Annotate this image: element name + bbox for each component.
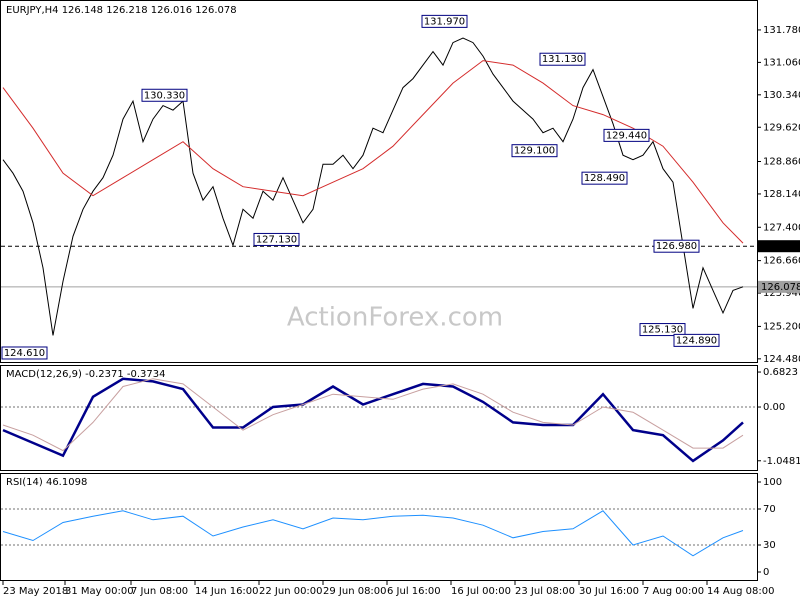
price-label-box	[581, 171, 628, 185]
y-tick-label: 128.140	[763, 189, 800, 200]
level-label-box	[758, 240, 800, 253]
price-frame	[0, 0, 758, 363]
x-tick-label: 14 Jun 16:00	[195, 586, 259, 597]
macd-frame	[0, 365, 758, 471]
level-label-box	[758, 280, 800, 293]
x-tick-label: 31 May 00:00	[65, 586, 134, 597]
panel-title: EURJPY,H4 126.148 126.218 126.016 126.07…	[6, 5, 237, 16]
price-label-box	[253, 232, 300, 246]
watermark: ActionForex.com	[287, 303, 503, 333]
panel-title: MACD(12,26,9) -0.2371 -0.3734	[6, 369, 166, 380]
series-line	[2, 510, 744, 557]
y-tick-label: 30	[763, 540, 776, 551]
rsi-frame	[0, 473, 758, 581]
x-tick-label: 30 Jul 16:00	[579, 586, 639, 597]
price-label-box	[673, 333, 720, 347]
panel-title: RSI(14) 46.1098	[6, 477, 87, 488]
y-tick-label: 127.400	[763, 222, 800, 233]
price-label: 127.130	[256, 234, 297, 245]
price-label-box	[1, 346, 48, 360]
y-tick-label: -1.0481	[763, 456, 800, 467]
y-tick-label: 126.660	[763, 256, 800, 267]
price-label: 130.330	[144, 90, 185, 101]
price-label-box	[421, 14, 468, 28]
price-label-box	[639, 323, 686, 337]
price-label: 131.130	[542, 54, 583, 65]
price-label-box	[603, 128, 650, 142]
price-label-box	[653, 239, 700, 253]
y-tick-label: 0.6823	[763, 367, 798, 378]
series-line	[2, 37, 744, 336]
y-tick-label: 125.940	[763, 288, 800, 299]
price-label: 124.890	[676, 335, 717, 346]
y-tick-label: 131.060	[763, 57, 800, 68]
series-line	[2, 377, 744, 463]
y-tick-label: 0.00	[763, 402, 785, 413]
y-tick-label: 128.860	[763, 156, 800, 167]
y-tick-label: 70	[763, 504, 776, 515]
price-label: 128.490	[584, 173, 625, 184]
x-tick-label: 7 Jun 08:00	[131, 586, 188, 597]
x-tick-label: 7 Aug 00:00	[643, 586, 704, 597]
x-tick-label: 23 Jul 08:00	[515, 586, 575, 597]
price-label: 129.100	[514, 146, 555, 157]
price-label: 129.440	[606, 130, 647, 141]
price-label: 125.130	[642, 325, 683, 336]
series-line	[2, 60, 744, 244]
price-label-box	[511, 144, 558, 158]
y-tick-label: 130.340	[763, 90, 800, 101]
x-tick-label: 14 Aug 08:00	[707, 586, 774, 597]
price-label: 124.610	[4, 348, 45, 359]
x-tick-label: 16 Jul 00:00	[451, 586, 511, 597]
y-tick-label: 100	[763, 477, 782, 488]
x-tick-label: 22 Jun 00:00	[259, 586, 323, 597]
price-label: 126.980	[656, 241, 697, 252]
x-tick-label: 29 Jun 08:00	[323, 586, 387, 597]
x-tick-label: 23 May 2018	[3, 586, 68, 597]
y-tick-label: 125.200	[763, 321, 800, 332]
price-label: 131.970	[424, 16, 465, 27]
level-label: 126.078	[761, 282, 800, 293]
level-label: 126.980	[761, 241, 800, 252]
y-tick-label: 131.780	[763, 25, 800, 36]
y-tick-label: 129.620	[763, 122, 800, 133]
price-label-box	[539, 52, 586, 66]
price-label-box	[141, 88, 188, 102]
x-tick-label: 6 Jul 16:00	[387, 586, 441, 597]
series-line	[2, 378, 744, 452]
y-tick-label: 124.480	[763, 354, 800, 365]
y-tick-label: 0	[763, 567, 769, 578]
